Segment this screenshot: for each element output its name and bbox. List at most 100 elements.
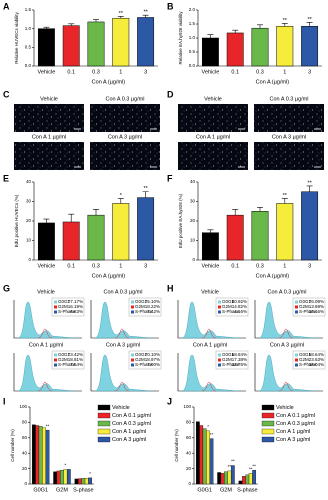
bar (201, 232, 219, 261)
panel-letter: F (167, 173, 173, 183)
legend-swatch (54, 300, 57, 304)
bar (226, 214, 244, 261)
phase-name: S-Phase (135, 309, 153, 314)
y-tick-label: 30 (26, 199, 32, 204)
g1-peak (258, 301, 316, 339)
bar (301, 25, 319, 67)
error-bar (281, 198, 288, 204)
phase-value: 4.16% (234, 309, 247, 314)
x-tick-label: G2M (56, 487, 68, 493)
panel-letter: C (3, 89, 10, 99)
legend-swatch (261, 428, 275, 435)
x-tick-label: Vehicle (38, 69, 56, 75)
y-tick-label: 10 (26, 238, 32, 243)
y-axis-label: Cell number (%) (10, 429, 15, 462)
panel-letter: H (167, 283, 174, 293)
bar (251, 27, 269, 67)
legend-swatch (295, 358, 298, 362)
phase-name: G0G1 (222, 299, 235, 304)
legend-swatch (131, 305, 134, 309)
panel-letter: E (3, 173, 9, 183)
y-tick-label: 1.5 (189, 21, 196, 26)
significance: ** (252, 463, 256, 468)
x-axis-label: Con A (µg/ml) (256, 79, 290, 85)
phase-value: 68.84% (232, 352, 247, 357)
significance: ** (283, 18, 288, 24)
phase-name: G2M (135, 304, 145, 309)
x-axis-label: Con A (µg/ml) (92, 79, 126, 85)
x-tick-label: 1 (119, 69, 122, 75)
legend-box (51, 297, 85, 317)
y-tick-label: 2.0 (189, 7, 196, 12)
y-tick-label: 20 (22, 466, 28, 471)
g1-peak (17, 301, 75, 339)
x-tick-label: 0.3 (256, 263, 264, 269)
significance: ** (46, 423, 50, 428)
x-tick-label: 3 (308, 263, 311, 269)
significance: * (207, 424, 209, 429)
bar (224, 471, 228, 485)
bar (248, 473, 253, 485)
bar (81, 478, 86, 485)
phase-value: 16.19% (68, 304, 83, 309)
y-tick-label: 1.5 (25, 7, 32, 12)
legend-box (51, 350, 85, 370)
legend-swatch (97, 412, 111, 419)
x-axis-label: Con A (µg/ml) (92, 273, 126, 279)
phase-name: G2M (58, 304, 68, 309)
phase-name: G2M (299, 304, 309, 309)
image-label: Vehicle (40, 96, 58, 102)
legend-swatch (54, 305, 57, 309)
x-tick-label: 1 (283, 263, 286, 269)
significance: ** (249, 466, 253, 471)
legend-swatch (218, 305, 221, 309)
micrograph (178, 142, 248, 170)
y-tick-label: 0 (188, 481, 191, 486)
error-bar (117, 16, 124, 19)
phase-value: 14.82% (232, 304, 247, 309)
g1-peak (181, 301, 239, 339)
x-axis-label: Con A (µg/ml) (256, 273, 290, 279)
bar (220, 473, 225, 485)
legend-swatch (295, 310, 298, 314)
x-tick-label: 1 (119, 263, 122, 269)
micrograph (178, 104, 248, 132)
x-tick-label: 3 (144, 263, 147, 269)
y-tick-label: 80 (22, 420, 28, 425)
bar (37, 28, 55, 67)
error-bar (207, 34, 214, 38)
g2-peak (37, 381, 53, 392)
y-tick-label: 40 (22, 450, 28, 455)
y-tick-label: 30 (190, 199, 196, 204)
legend-swatch (218, 353, 221, 357)
y-tick-label: 80 (186, 420, 192, 425)
x-tick-label: 0.3 (256, 69, 264, 75)
legend-swatch (218, 358, 221, 362)
x-tick-label: 1 (283, 69, 286, 75)
phase-name: S-Phase (299, 362, 317, 367)
legend-swatch (54, 353, 57, 357)
legend-swatch (261, 436, 275, 443)
phase-value: 13.69% (309, 304, 324, 309)
bar (230, 465, 235, 485)
phase-name: G2M (222, 304, 232, 309)
legend-box (292, 350, 326, 370)
error-bar (232, 29, 239, 33)
g2-peak (114, 381, 130, 392)
image-label: Con A 0.3 µg/ml (270, 96, 309, 102)
error-bar (306, 185, 313, 192)
phase-name: G0G1 (299, 299, 312, 304)
phase-value: 77.17% (68, 299, 83, 304)
legend-swatch (261, 404, 275, 411)
significance: * (65, 463, 67, 468)
x-tick-label: G0G1 (197, 487, 212, 493)
legend-label: Con A 1 µg/ml (276, 429, 310, 435)
y-tick-label: 60 (186, 435, 192, 440)
legend-swatch (131, 353, 134, 357)
legend-swatch (131, 358, 134, 362)
error-bar (117, 198, 124, 204)
bar (226, 32, 244, 67)
bar (53, 471, 58, 485)
legend-box (215, 350, 249, 370)
